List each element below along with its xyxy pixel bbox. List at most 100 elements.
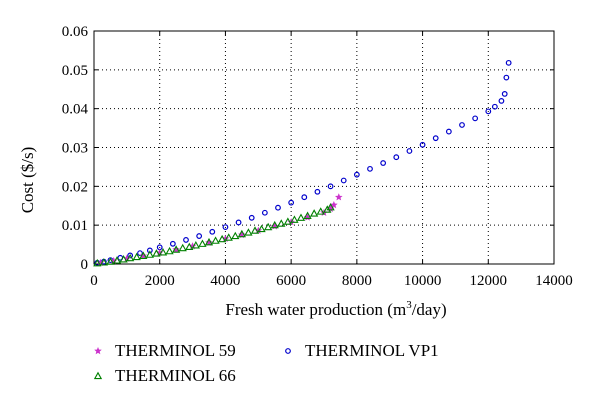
x-axis-title-tail: /day) (412, 300, 447, 319)
data-point (198, 239, 207, 247)
y-tick-label: 0.05 (62, 63, 88, 79)
data-point (301, 194, 308, 201)
legend-marker-circle (285, 348, 291, 354)
data-point (106, 257, 115, 265)
legend-item-therminol-66: THERMINOL 66 (93, 366, 236, 385)
data-point (296, 213, 306, 221)
data-point (209, 228, 216, 235)
series-therminol-66 (93, 202, 335, 267)
data-point (303, 211, 312, 219)
data-point (183, 237, 189, 243)
legend: THERMINOL 59 THERMINOL 66 THERMINOL VP1 (93, 341, 439, 385)
data-point (326, 202, 335, 211)
y-tick-label: 0 (81, 257, 89, 273)
data-point (185, 242, 194, 251)
x-tick-label: 2000 (145, 273, 175, 289)
legend-item-therminol-vp1: THERMINOL VP1 (285, 341, 439, 360)
data-point (196, 233, 203, 239)
data-point (472, 115, 479, 122)
data-point (261, 209, 268, 216)
data-point (459, 122, 465, 128)
legend-label: THERMINOL VP1 (305, 341, 439, 360)
data-point (498, 97, 505, 104)
data-point (99, 258, 108, 266)
x-tick-label: 10000 (404, 273, 442, 289)
data-point (146, 247, 153, 254)
data-point (501, 91, 508, 97)
data-point (419, 141, 426, 148)
y-tick-label: 0.02 (62, 179, 88, 195)
y-tick-label: 0.01 (62, 218, 88, 234)
data-point (340, 177, 347, 184)
data-point (211, 236, 220, 244)
data-point (432, 135, 439, 142)
legend-item-therminol-59: THERMINOL 59 (94, 341, 236, 360)
legend-marker-triangle (93, 371, 103, 380)
data-point (248, 214, 255, 221)
data-point (406, 148, 413, 154)
data-point (93, 258, 102, 267)
data-point (172, 245, 181, 253)
data-point (310, 209, 319, 217)
y-axis-title: Cost ($/s) (18, 147, 37, 214)
data-point (257, 224, 266, 233)
data-point (353, 171, 360, 178)
data-point (231, 231, 240, 240)
x-tick-label: 6000 (276, 273, 306, 289)
x-axis-title: Fresh water production (m3/day) (225, 299, 446, 319)
data-point (277, 219, 286, 227)
data-point (165, 246, 174, 255)
data-point (126, 253, 135, 262)
data-point (485, 108, 492, 115)
legend-label: THERMINOL 59 (115, 341, 236, 360)
x-tick-label: 14000 (535, 273, 573, 289)
data-point (327, 183, 334, 190)
data-point (222, 224, 229, 231)
data-point (270, 220, 279, 229)
data-point (137, 250, 143, 257)
data-point (316, 207, 325, 215)
x-tick-label: 8000 (342, 273, 372, 289)
data-point (224, 233, 233, 241)
data-point (191, 241, 200, 249)
data-point (290, 215, 299, 223)
data-point (139, 251, 148, 260)
y-tick-label: 0.03 (62, 141, 88, 157)
data-point (178, 243, 187, 252)
data-point (275, 204, 281, 211)
data-point (288, 199, 295, 206)
data-point (283, 217, 292, 225)
data-point (503, 74, 510, 81)
legend-marker-shape (94, 347, 102, 355)
data-point (145, 250, 154, 258)
data-point (250, 226, 260, 234)
data-point (132, 252, 141, 261)
data-point (244, 228, 253, 236)
data-point (334, 193, 343, 201)
data-point (139, 251, 148, 259)
data-point (330, 200, 338, 209)
data-point (205, 238, 213, 246)
data-point (204, 237, 214, 246)
data-point (158, 248, 168, 256)
series-therminol-59 (96, 193, 343, 267)
x-tick-label: 4000 (210, 273, 240, 289)
data-point (491, 103, 498, 110)
data-point (172, 245, 180, 253)
x-tick-label: 0 (90, 273, 98, 289)
data-point (152, 249, 161, 257)
data-point (169, 240, 176, 247)
data-point (264, 222, 273, 231)
data-point (119, 255, 128, 263)
x-tick-label: 12000 (470, 273, 508, 289)
data-point (218, 234, 227, 243)
y-tick-label: 0.04 (62, 102, 89, 118)
data-point (367, 165, 373, 172)
x-axis-title-main: Fresh water production (m (225, 300, 406, 319)
legend-marker-shape (93, 371, 103, 380)
grid-lines (94, 31, 554, 264)
data-point (235, 219, 242, 226)
data-point (505, 59, 512, 66)
data-point (314, 188, 321, 195)
